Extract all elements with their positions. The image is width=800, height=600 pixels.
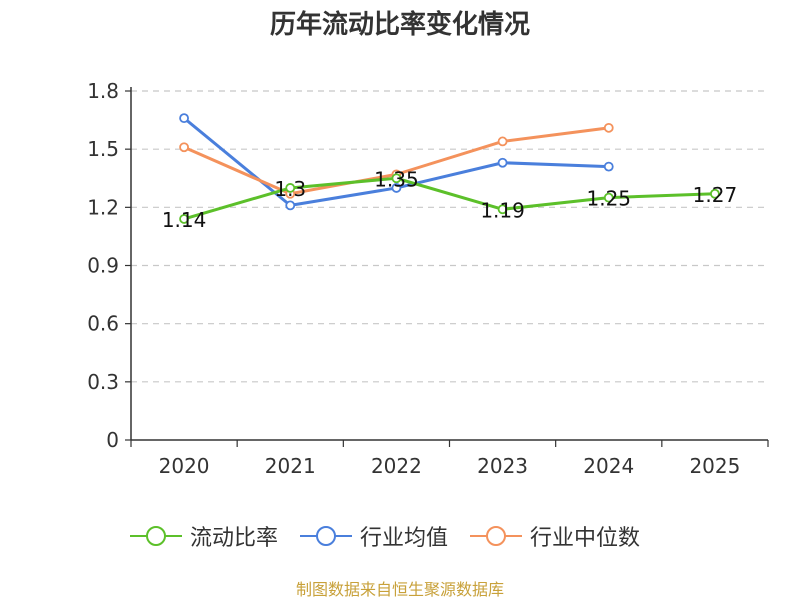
data-label: 1.19 <box>480 198 525 222</box>
x-tick-label: 2020 <box>159 454 210 478</box>
legend-swatch-industry-average <box>300 526 353 546</box>
series-point-0 <box>497 204 508 215</box>
y-tick-label: 0 <box>106 428 119 452</box>
y-tick-label: 0.3 <box>87 370 119 394</box>
x-tick-label: 2021 <box>265 454 316 478</box>
series-point-0 <box>603 192 614 203</box>
grid-lines <box>131 90 768 383</box>
legend-item-industry-median[interactable]: 行业中位数 <box>470 520 640 552</box>
series-point-2 <box>179 142 189 153</box>
series-point-0 <box>179 214 189 224</box>
legend-swatch-industry-median <box>470 526 523 546</box>
y-tick-label: 1.5 <box>87 137 119 161</box>
series-point-1 <box>179 113 189 124</box>
legend[interactable]: 流动比率 行业均值 行业中位数 <box>130 520 640 552</box>
series-point-1 <box>603 161 614 172</box>
axes: 0 0.3 0.6 0.9 1.2 1.5 1.8 2020 2021 2022 2023 2024 2… <box>87 79 769 478</box>
series-point-1 <box>497 157 508 168</box>
series-line-0 <box>183 176 715 221</box>
data-labels: 1.14 1.3 1.35 1.19 1.25 1.27 <box>162 167 737 232</box>
series-point-2 <box>497 136 508 147</box>
series-point-0 <box>391 173 402 184</box>
y-tick-label: 1.2 <box>87 195 119 219</box>
legend-swatch-current-ratio <box>130 526 182 546</box>
y-tick-label: 0.9 <box>87 254 119 278</box>
series-point-1 <box>391 183 402 193</box>
chart-title: 历年流动比率变化情况 <box>269 10 530 40</box>
legend-label-current-ratio: 流动比率 <box>190 526 279 551</box>
source-footer: 制图数据来自恒生聚源数据库 <box>295 580 504 599</box>
data-label: 1.25 <box>586 187 631 211</box>
series-point-0 <box>710 188 720 199</box>
legend-label-industry-average: 行业均值 <box>360 526 449 551</box>
data-label: 1.27 <box>693 183 738 207</box>
x-tick-label: 2025 <box>689 454 740 478</box>
legend-item-current-ratio[interactable]: 流动比率 <box>130 520 278 552</box>
series-point-0 <box>285 183 296 193</box>
y-tick-label: 0.6 <box>87 312 119 336</box>
x-tick-label: 2022 <box>371 454 422 478</box>
x-tick-label: 2023 <box>477 454 528 478</box>
legend-label-industry-median: 行业中位数 <box>530 526 641 551</box>
data-label: 1.35 <box>374 167 419 191</box>
data-label: 1.14 <box>162 208 207 232</box>
y-tick-label: 1.8 <box>87 79 119 103</box>
series-lines <box>179 113 720 224</box>
series-point-2 <box>603 122 614 133</box>
data-label: 1.3 <box>274 177 306 201</box>
legend-item-industry-average[interactable]: 行业均值 <box>300 520 448 552</box>
series-point-1 <box>285 200 296 211</box>
x-tick-label: 2024 <box>583 454 634 478</box>
